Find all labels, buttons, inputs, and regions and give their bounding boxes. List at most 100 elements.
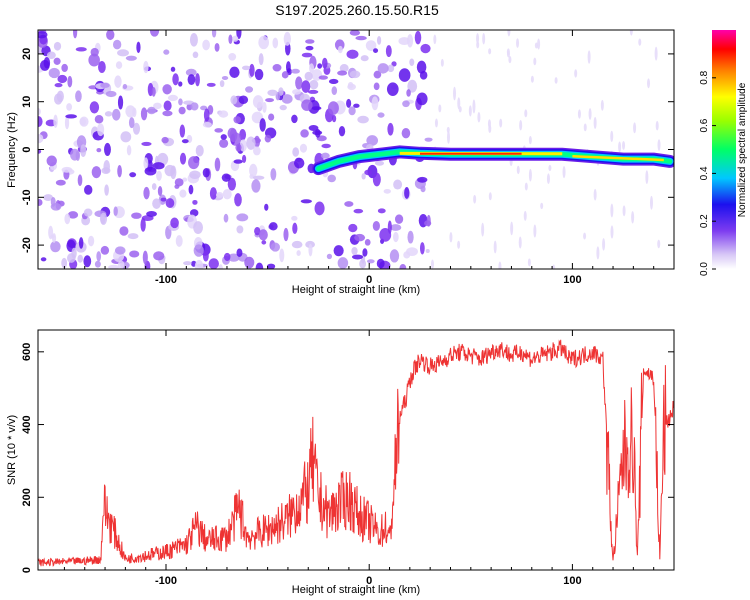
spectrogram-blob [365, 40, 377, 51]
spectrogram-blob [293, 157, 305, 169]
spectrogram-blob [473, 194, 477, 204]
spectrogram-blob [346, 49, 359, 59]
colorbar-gradient [712, 30, 736, 269]
colorbar: 0.0 0.2 0.4 0.6 0.8 Normalized spectral ampl… [699, 30, 748, 276]
spectrogram-blob [94, 260, 101, 268]
spectrogram-blob [49, 166, 55, 173]
spectrogram-blob [227, 253, 240, 262]
spectrogram-blob [211, 30, 217, 38]
spectrogram-blob [583, 232, 587, 240]
spectrogram-blob [376, 36, 382, 45]
spectrogram-blob [362, 248, 368, 257]
spectrogram-blob [61, 166, 73, 173]
spectrogram-blob [255, 262, 264, 269]
spectrogram-blob [193, 244, 204, 257]
spectrogram-blob [530, 75, 534, 83]
spectrogram-blob [393, 179, 403, 190]
spectrogram-blob [353, 103, 360, 108]
spectrogram-blob [371, 96, 379, 111]
spectrogram-blob [359, 259, 367, 269]
spectrogram-blob [202, 39, 210, 51]
spectrogram-blob [151, 86, 156, 97]
spectrogram-blob [38, 133, 44, 144]
spectrogram-blob [253, 146, 261, 156]
spectrogram-blob [493, 240, 497, 254]
spectrogram-blob [170, 66, 176, 72]
snr-frame [37, 329, 675, 571]
spectrogram-blob [574, 69, 578, 78]
y-tick-label: 20 [21, 48, 33, 60]
spectrogram-blob [182, 177, 188, 182]
spectrogram-x-label: Height of straight line (km) [292, 284, 420, 296]
spectrogram-blob [393, 231, 399, 243]
spectrogram-blob [141, 141, 152, 146]
spectrogram-blob [272, 63, 282, 72]
spectrogram-blob [622, 205, 626, 217]
spectrogram-blob [305, 39, 315, 44]
spectrogram-blob [117, 49, 129, 57]
spectrogram-blob [181, 139, 189, 144]
spectrogram-blob [167, 94, 178, 102]
spectrogram-blob [354, 233, 366, 242]
spectrogram-blob [299, 143, 308, 153]
spectrogram-blob [40, 257, 47, 262]
spectrogram-blob [234, 193, 242, 207]
spectrogram-blob [252, 95, 264, 109]
spectrogram-blob [387, 64, 395, 73]
spectrogram-blob [126, 145, 132, 156]
spectrogram-blob [596, 246, 600, 260]
spectrogram-ridge-peak [572, 154, 664, 162]
spectrogram-blob [117, 95, 124, 110]
spectrogram-blob [106, 30, 115, 41]
spectrogram-blob [638, 38, 642, 46]
spectrogram-blob [406, 34, 414, 48]
spectrogram-blob [96, 251, 102, 262]
spectrogram-blob [292, 147, 300, 157]
spectrogram-blob [449, 232, 453, 243]
spectrogram-blob [64, 116, 70, 130]
spectrogram-blob [100, 214, 106, 224]
spectrogram-blob [524, 182, 528, 191]
spectrogram-blob [353, 208, 364, 214]
spectrogram-blob [308, 243, 313, 257]
spectrogram-blob [305, 45, 314, 51]
spectrogram-blob [414, 30, 422, 45]
y-tick-label: -10 [21, 189, 33, 205]
spectrogram-x-ticks: -100 0 100 [63, 30, 675, 286]
spectrogram-blob [554, 77, 558, 84]
spectrogram-blob [75, 47, 87, 52]
x-tick-label: 100 [563, 274, 581, 286]
spectrogram-blob [195, 144, 204, 157]
spectrogram-blob [229, 66, 240, 78]
spectrogram-blob [38, 108, 41, 116]
spectrogram-blob [516, 165, 520, 175]
spectrogram-blob [78, 237, 84, 249]
spectrogram-blob [518, 236, 522, 249]
spectrogram-blob [344, 201, 354, 207]
spectrogram-blob [80, 144, 87, 158]
spectrogram-blob [221, 76, 229, 81]
spectrogram-blob [119, 226, 129, 236]
spectrogram-blob [283, 227, 289, 242]
spectrogram-blob [377, 208, 386, 214]
spectrogram-blob [143, 186, 150, 200]
spectrogram-blob [268, 222, 278, 231]
spectrogram-blob [38, 116, 43, 128]
spectrogram-blob [161, 136, 169, 144]
spectrogram-blob [88, 53, 100, 67]
spectrogram-blob [178, 106, 186, 115]
spectrogram-blob [272, 37, 279, 49]
spectrogram-blob [219, 80, 225, 88]
spectrogram-blob [468, 105, 472, 117]
spectrogram-blob [258, 53, 264, 66]
spectrogram-blob [320, 152, 330, 159]
spectrogram-blob [209, 187, 217, 200]
spectrogram-blob [308, 124, 319, 132]
spectrogram-blob [373, 70, 382, 79]
spectrogram-blob [94, 115, 104, 124]
spectrogram-blob [372, 220, 380, 231]
colorbar-tick-label: 0.6 [699, 118, 710, 132]
spectrogram-blob [385, 45, 392, 58]
snr-x-label: Height of straight line (km) [292, 584, 420, 596]
spectrogram-blob [265, 98, 274, 103]
